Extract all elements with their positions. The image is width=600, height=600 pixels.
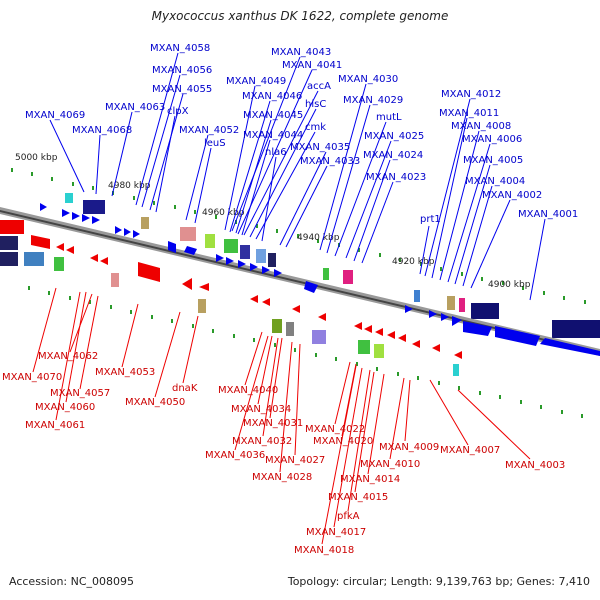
gene-label: MXAN_4004 xyxy=(465,176,525,187)
gene-label: MXAN_4040 xyxy=(218,385,278,396)
gene-label: MXAN_4015 xyxy=(328,492,388,503)
gene-label: MXAN_4020 xyxy=(313,436,373,447)
gene-label: MXAN_4036 xyxy=(205,450,265,461)
gene-label: accA xyxy=(307,81,331,92)
reverse-genes xyxy=(0,220,462,359)
gene-label: MXAN_4055 xyxy=(152,84,212,95)
reverse-leader-lines xyxy=(32,287,531,545)
gene-label: prt1 xyxy=(420,214,441,225)
forward-genes xyxy=(40,203,600,356)
gene-label: MXAN_4032 xyxy=(232,436,292,447)
gene-label: MXAN_4023 xyxy=(366,172,426,183)
gene-label: MXAN_4009 xyxy=(379,442,439,453)
gene-label: MXAN_4053 xyxy=(95,367,155,378)
gene-label: MXAN_4045 xyxy=(243,110,303,121)
gene-label: MXAN_4014 xyxy=(340,474,400,485)
gene-label: MXAN_4012 xyxy=(441,89,501,100)
gene-label: hisC xyxy=(305,99,326,110)
kbp-label: 5000 kbp xyxy=(15,153,58,163)
gene-label: MXAN_4034 xyxy=(231,404,291,415)
gene-label: pfkA xyxy=(337,511,360,522)
gene-label: cmk xyxy=(305,122,326,133)
kbp-label: 4980 kbp xyxy=(108,181,151,191)
kbp-labels: 5000 kbp 4980 kbp 4960 kbp 4940 kbp 4920… xyxy=(15,153,531,290)
reverse-gene-labels: MXAN_4062 MXAN_4070 MXAN_4057 MXAN_4060 … xyxy=(2,351,565,556)
gene-label: MXAN_4022 xyxy=(305,424,365,435)
gene-label: MXAN_4025 xyxy=(364,131,424,142)
gene-label: MXAN_4061 xyxy=(25,420,85,431)
gene-label: MXAN_4070 xyxy=(2,372,62,383)
gene-label: MXAN_4006 xyxy=(462,134,522,145)
gene-label: MXAN_4028 xyxy=(252,472,312,483)
gene-label: MXAN_4049 xyxy=(226,76,286,87)
gene-label: nla6 xyxy=(265,147,287,158)
feature-boxes xyxy=(0,193,600,376)
gene-label: MXAN_4062 xyxy=(38,351,98,362)
gene-label: MXAN_4001 xyxy=(518,209,578,220)
gene-label: MXAN_4046 xyxy=(242,91,302,102)
kbp-label: 4900 kbp xyxy=(488,280,531,290)
gene-label: MXAN_4068 xyxy=(72,125,132,136)
gene-label: MXAN_4011 xyxy=(439,108,499,119)
genome-backbone xyxy=(0,207,600,356)
gene-label: clpX xyxy=(167,106,189,117)
forward-gene-labels: MXAN_4058 MXAN_4056 MXAN_4055 MXAN_4063 … xyxy=(25,43,578,225)
gene-label: dnaK xyxy=(172,383,198,394)
gene-label: MXAN_4030 xyxy=(338,74,398,85)
gene-label: MXAN_4024 xyxy=(363,150,423,161)
gene-label: mutL xyxy=(376,112,402,123)
gene-label: MXAN_4007 xyxy=(440,445,500,456)
gene-label: MXAN_4056 xyxy=(152,65,212,76)
gene-label: MXAN_4033 xyxy=(300,156,360,167)
gene-label: MXAN_4027 xyxy=(265,455,325,466)
kbp-label: 4920 kbp xyxy=(392,257,435,267)
kbp-label: 4940 kbp xyxy=(297,233,340,243)
gene-label: leuS xyxy=(204,138,226,149)
gene-label: MXAN_4043 xyxy=(271,47,331,58)
accession-text: Accession: NC_008095 xyxy=(9,575,135,588)
genome-summary: Topology: circular; Length: 9,139,763 bp… xyxy=(287,575,590,588)
genome-title: Myxococcus xanthus DK 1622, complete gen… xyxy=(151,9,449,23)
gene-label: MXAN_4008 xyxy=(451,121,511,132)
gene-label: MXAN_4005 xyxy=(463,155,523,166)
forward-leader-lines xyxy=(49,52,546,301)
gene-label: MXAN_4029 xyxy=(343,95,403,106)
gene-label: MXAN_4031 xyxy=(243,418,303,429)
gene-label: MXAN_4052 xyxy=(179,125,239,136)
kbp-label: 4960 kbp xyxy=(202,208,245,218)
gene-label: MXAN_4035 xyxy=(290,142,350,153)
gene-label: MXAN_4017 xyxy=(306,527,366,538)
gene-label: MXAN_4060 xyxy=(35,402,95,413)
gene-label: MXAN_4057 xyxy=(50,388,110,399)
gene-label: MXAN_4010 xyxy=(360,459,420,470)
gene-label: MXAN_4041 xyxy=(282,60,342,71)
gene-label: MXAN_4044 xyxy=(243,130,303,141)
gene-label: MXAN_4018 xyxy=(294,545,354,556)
gene-label: MXAN_4058 xyxy=(150,43,210,54)
coordinate-ticks xyxy=(11,168,586,418)
gene-label: MXAN_4002 xyxy=(482,190,542,201)
gene-label: MXAN_4063 xyxy=(105,102,165,113)
gene-label: MXAN_4003 xyxy=(505,460,565,471)
gene-label: MXAN_4069 xyxy=(25,110,85,121)
gene-label: MXAN_4050 xyxy=(125,397,185,408)
